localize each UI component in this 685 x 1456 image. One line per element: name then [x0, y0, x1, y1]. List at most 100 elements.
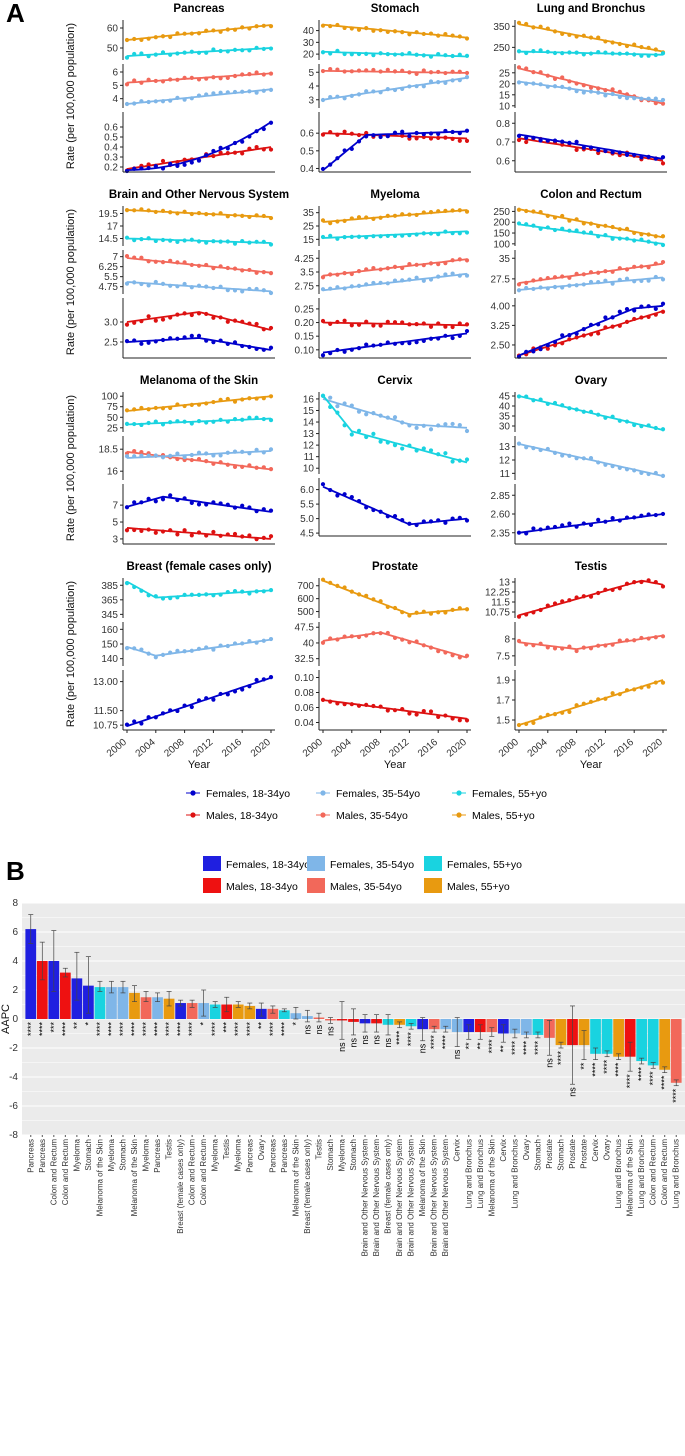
panel-title: Myeloma [370, 189, 420, 201]
trend-line [322, 272, 468, 292]
band-bg [515, 484, 667, 544]
trend-line [518, 208, 664, 239]
x-tick-label: 2016 [416, 737, 440, 760]
bar [36, 961, 48, 1019]
significance-label: *** [222, 1022, 232, 1033]
y-tick-label: 35 [303, 208, 315, 219]
y-tick-label: 0.15 [295, 332, 315, 343]
bar [670, 1019, 682, 1083]
y-tick-label: 700 [297, 581, 314, 592]
y-tick-label: 14.5 [99, 234, 119, 245]
data-point [428, 427, 434, 432]
trend-line [322, 394, 468, 464]
y-tick-label: 0.2 [104, 163, 118, 174]
x-tick-label: Colon and Rectum [660, 1139, 669, 1206]
legend-label: Males, 55+yo [447, 881, 510, 893]
data-point [531, 720, 536, 725]
y-tick-label: 40 [303, 638, 315, 649]
data-point [421, 446, 426, 451]
significance-label: ns [302, 1024, 312, 1034]
legend-label: Males, 35-54yo [336, 810, 408, 822]
trend-line [126, 257, 272, 274]
x-tick-label: Myeloma [142, 1138, 151, 1171]
y-tick-label: 3 [112, 534, 118, 545]
y-tick-label: 12 [499, 456, 511, 467]
y-tick-label: 10 [499, 101, 511, 112]
trend-line [518, 223, 664, 245]
x-tick-label: 2012 [191, 737, 215, 760]
x-tick-label: Pancreas [26, 1139, 35, 1173]
data-point [428, 324, 434, 329]
x-tick-label: Brain and Other Nervous System [361, 1139, 370, 1257]
x-tick-label: Stomach [533, 1139, 542, 1171]
data-point [320, 482, 326, 487]
legend-label: Females, 55+yo [447, 859, 522, 871]
panel-title: Breast (female cases only) [126, 561, 271, 573]
legend-label: Males, 35-54yo [330, 881, 402, 893]
trend-line [126, 638, 272, 657]
x-tick-label: 2008 [162, 737, 186, 760]
x-tick-label: Pancreas [245, 1139, 254, 1173]
y-tick-label: 13 [499, 578, 511, 589]
y-tick-label: 0.4 [104, 143, 118, 154]
x-tick-label: Myeloma [211, 1138, 220, 1171]
bar [555, 1019, 567, 1046]
band-bg [319, 578, 471, 618]
x-tick-label: Testis [222, 1139, 231, 1159]
trend-line [322, 209, 468, 223]
bar [636, 1019, 648, 1062]
y-tick-label: 40 [303, 26, 315, 37]
bar [244, 1005, 256, 1019]
legend-label: Females, 35-54yo [330, 859, 414, 871]
x-tick-label: 2012 [583, 737, 607, 760]
data-point [146, 314, 151, 319]
significance-label: **** [153, 1022, 163, 1037]
y-tick-label: 25 [107, 423, 119, 434]
data-point [182, 162, 187, 167]
bar [94, 987, 106, 1019]
y-axis-label: AAPC [0, 1004, 12, 1034]
panel-title: Brain and Other Nervous System [109, 189, 289, 201]
significance-label: **** [233, 1022, 243, 1037]
legend-label: Females, 18-34yo [206, 788, 290, 800]
bar [25, 929, 37, 1019]
y-tick-label: 19.5 [99, 209, 119, 220]
significance-label: **** [279, 1022, 289, 1037]
trend-line [126, 311, 272, 331]
data-point [385, 708, 390, 713]
band-bg [515, 206, 667, 246]
y-tick-label: 45 [499, 392, 511, 403]
y-tick-label: 500 [297, 607, 314, 618]
data-point [342, 318, 347, 323]
y-tick-label: -4 [9, 1072, 18, 1083]
bar [613, 1019, 624, 1057]
significance-label: **** [521, 1040, 531, 1055]
trend-line [518, 23, 664, 53]
y-tick-label: 60 [107, 24, 119, 35]
trend-line [126, 88, 272, 105]
x-tick-label: 2000 [105, 737, 129, 760]
y-tick-label: 8 [504, 634, 510, 645]
bar [267, 1008, 279, 1019]
data-point [596, 517, 601, 522]
y-axis-label: Rate (per 100,000 population) [65, 581, 77, 727]
y-tick-label: 6.0 [300, 485, 314, 496]
x-tick-label: Brain and Other Nervous System [395, 1139, 404, 1257]
x-tick-label: 2000 [301, 737, 325, 760]
y-tick-label: 2.85 [491, 491, 511, 502]
trend-line [126, 281, 272, 293]
significance-label: **** [602, 1059, 612, 1074]
x-tick-label: Brain and Other Nervous System [407, 1139, 416, 1257]
data-point [124, 101, 130, 107]
significance-label: ns [337, 1042, 347, 1052]
data-point [160, 317, 166, 322]
y-tick-label: 15 [303, 406, 315, 417]
panel-myeloma: Myeloma 35 25 15 4.25 3.5 2.75 0.25 0.20 0.15 0.10 [295, 189, 471, 359]
data-point [560, 333, 565, 338]
panel-title: Prostate [372, 561, 418, 573]
significance-label: **** [510, 1040, 520, 1055]
panel-title: Pancreas [173, 3, 224, 15]
significance-label: **** [429, 1035, 439, 1050]
data-point [428, 448, 434, 453]
x-tick-label: 2020 [445, 737, 469, 760]
